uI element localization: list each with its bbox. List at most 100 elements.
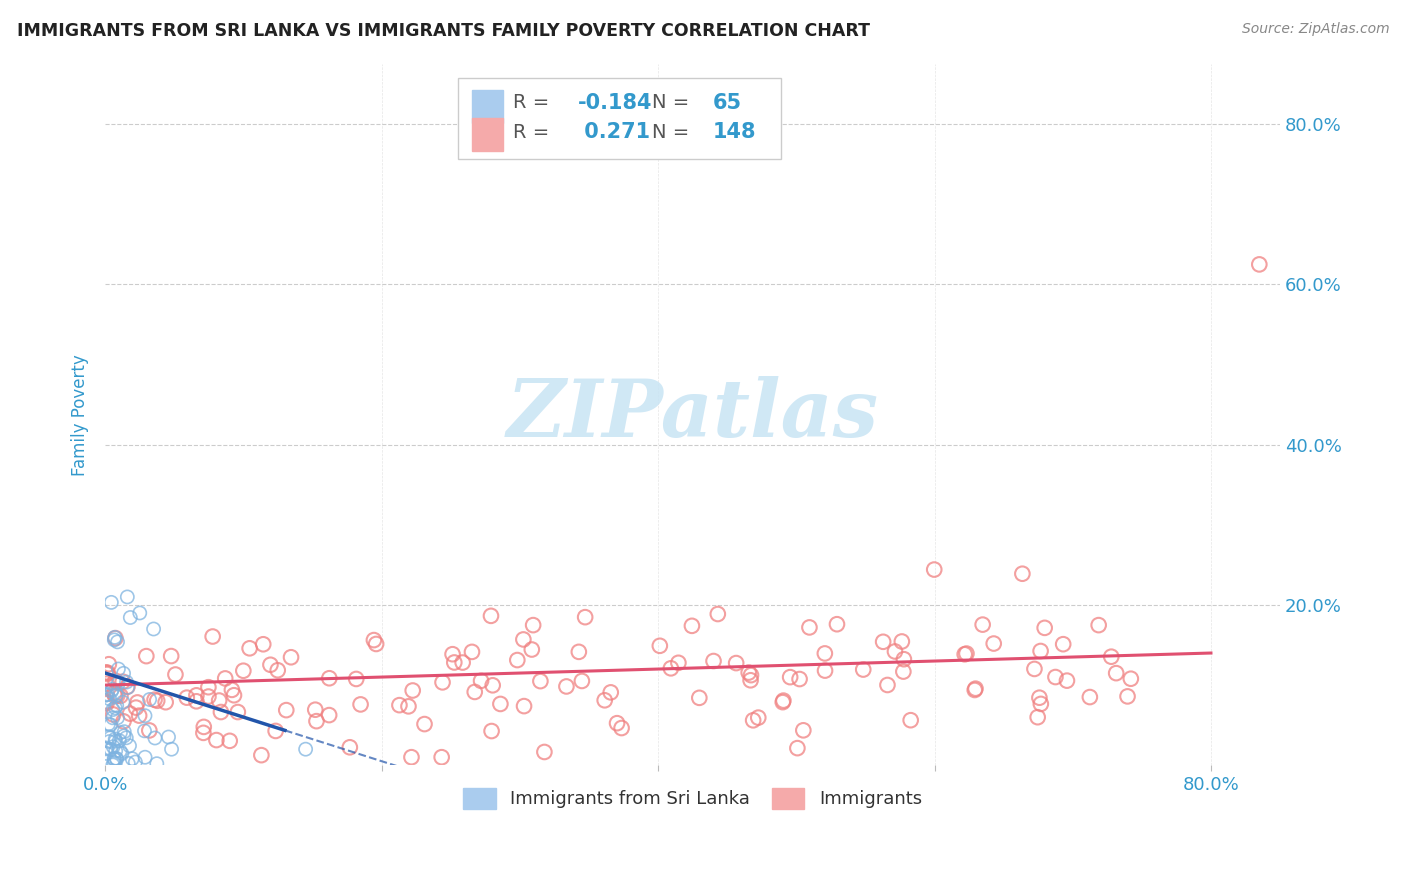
Point	[1033, 621, 1056, 635]
Point	[318, 708, 340, 723]
Point	[94, 694, 117, 708]
Point	[104, 631, 127, 645]
Point	[659, 661, 682, 675]
Point	[707, 607, 730, 621]
Point	[100, 718, 122, 732]
Point	[232, 664, 254, 678]
Point	[97, 687, 120, 701]
Point	[1026, 710, 1049, 724]
Text: 148: 148	[713, 122, 756, 142]
Point	[193, 720, 215, 734]
Point	[398, 699, 420, 714]
Text: -0.184: -0.184	[578, 93, 652, 112]
Point	[143, 731, 166, 745]
Point	[814, 647, 837, 661]
Point	[111, 747, 134, 761]
Point	[294, 742, 316, 756]
Point	[97, 717, 120, 731]
Point	[702, 654, 724, 668]
Point	[96, 742, 118, 756]
Point	[779, 670, 801, 684]
Point	[464, 685, 486, 699]
Point	[1029, 697, 1052, 711]
Point	[786, 741, 808, 756]
Point	[747, 711, 769, 725]
Point	[100, 595, 122, 609]
Point	[186, 689, 208, 703]
Point	[112, 666, 135, 681]
Point	[1078, 690, 1101, 704]
Point	[737, 665, 759, 680]
Point	[138, 692, 160, 706]
Point	[339, 740, 361, 755]
Point	[104, 700, 127, 714]
Point	[520, 642, 543, 657]
Point	[104, 751, 127, 765]
Point	[108, 744, 131, 758]
Point	[430, 750, 453, 764]
Point	[432, 675, 454, 690]
Point	[884, 644, 907, 658]
Point	[97, 665, 120, 680]
Point	[922, 563, 945, 577]
Point	[259, 657, 281, 672]
Point	[205, 733, 228, 747]
Point	[451, 656, 474, 670]
Point	[513, 699, 536, 714]
Text: R =: R =	[513, 122, 555, 142]
Point	[688, 690, 710, 705]
Point	[1024, 662, 1046, 676]
Point	[143, 692, 166, 706]
Point	[104, 744, 127, 758]
FancyBboxPatch shape	[458, 78, 780, 159]
Point	[134, 723, 156, 738]
Point	[157, 730, 180, 744]
Point	[413, 717, 436, 731]
Point	[1045, 670, 1067, 684]
Point	[983, 636, 1005, 650]
Point	[506, 653, 529, 667]
Point	[160, 648, 183, 663]
Point	[264, 723, 287, 738]
Point	[104, 673, 127, 688]
Point	[443, 656, 465, 670]
Point	[138, 723, 160, 738]
Point	[1119, 672, 1142, 686]
Point	[117, 680, 139, 694]
Point	[107, 711, 129, 725]
Point	[142, 622, 165, 636]
Point	[1105, 666, 1128, 681]
Point	[267, 663, 290, 677]
Point	[963, 683, 986, 698]
Point	[104, 734, 127, 748]
Point	[214, 672, 236, 686]
Point	[574, 610, 596, 624]
Point	[789, 672, 811, 686]
Point	[1087, 618, 1109, 632]
Point	[893, 652, 915, 666]
Text: ZIPatlas: ZIPatlas	[506, 376, 879, 453]
Point	[304, 703, 326, 717]
Point	[176, 690, 198, 705]
Point	[110, 725, 132, 739]
Point	[481, 678, 503, 692]
Point	[1116, 690, 1139, 704]
Point	[1056, 673, 1078, 688]
Point	[135, 649, 157, 664]
Point	[98, 730, 121, 744]
Point	[186, 694, 208, 708]
Point	[98, 734, 121, 748]
Point	[100, 731, 122, 745]
Point	[740, 668, 762, 682]
Point	[112, 714, 135, 729]
Point	[772, 695, 794, 709]
Point	[593, 693, 616, 707]
Point	[121, 752, 143, 766]
Point	[105, 689, 128, 703]
Legend: Immigrants from Sri Lanka, Immigrants: Immigrants from Sri Lanka, Immigrants	[456, 780, 929, 816]
Point	[461, 645, 484, 659]
Point	[103, 707, 125, 722]
Point	[101, 682, 124, 697]
Point	[900, 713, 922, 727]
FancyBboxPatch shape	[472, 118, 503, 151]
